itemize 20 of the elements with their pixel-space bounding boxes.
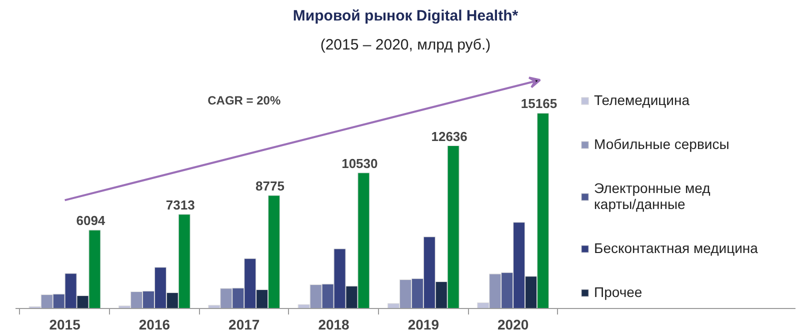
data-label: 15165: [520, 96, 558, 112]
x-tick-label: 2019: [408, 316, 440, 332]
data-label: 10530: [342, 156, 378, 171]
x-tick-label: 2015: [49, 316, 81, 332]
data-label: 7313: [166, 197, 195, 212]
legend-label: Электронные мед карты/данные: [594, 180, 710, 212]
data-label: 12636: [431, 128, 468, 144]
legend-label: Телемедицина: [594, 92, 690, 108]
text: CAGR = 20%: [208, 93, 281, 108]
data-label: 8775: [256, 178, 284, 194]
legend-label: Мобильные сервисы: [594, 136, 730, 152]
data-label: 6094: [76, 213, 106, 228]
x-tick-label: 2018: [318, 316, 350, 332]
chart-title: Мировой рынок Digital Health*: [292, 8, 518, 24]
legend-label: Прочее: [594, 284, 642, 300]
x-tick-label: 2016: [138, 316, 170, 332]
legend-label: Бесконтактная медицина: [594, 240, 758, 256]
chart-subtitle: (2015 – 2020, млрд руб.): [320, 36, 491, 54]
x-tick-label: 2017: [228, 316, 260, 332]
x-tick-label: 2020: [498, 316, 529, 332]
